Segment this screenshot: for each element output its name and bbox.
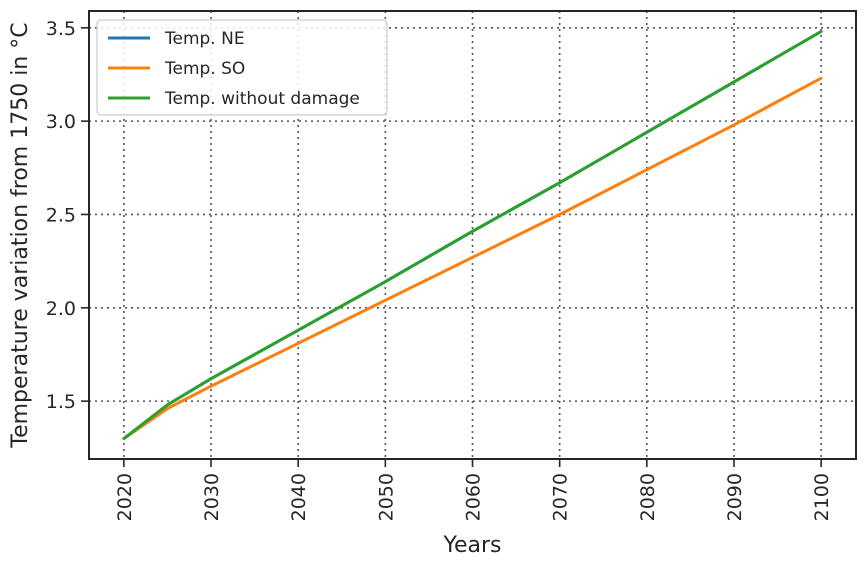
y-tick-label: 2.5 — [46, 204, 76, 226]
y-tick-label: 3.0 — [46, 111, 76, 133]
x-tick-label: 2040 — [288, 473, 310, 521]
y-tick-label: 3.5 — [46, 18, 76, 40]
legend-box — [96, 19, 388, 116]
x-tick-label: 2100 — [811, 473, 833, 521]
y-tick-label: 1.5 — [46, 391, 76, 413]
series-line-2 — [122, 76, 823, 440]
series-line-3 — [122, 30, 823, 440]
x-tick-label: 2090 — [724, 473, 746, 521]
legend: Temp. NE Temp. SO Temp. without damage — [96, 19, 388, 116]
grid-lines — [89, 11, 856, 459]
x-axis-label: Years — [442, 533, 501, 558]
x-tick-label: 2070 — [550, 473, 572, 521]
x-tick-label: 2060 — [463, 473, 485, 521]
y-axis-label: Temperature variation from 1750 in °C — [8, 22, 33, 448]
legend-label-1: Temp. NE — [164, 29, 245, 49]
y-tick-label: 2.0 — [46, 298, 76, 320]
x-tick-label: 2020 — [114, 473, 136, 521]
x-tick-label: 2030 — [201, 473, 223, 521]
x-tick-label: 2050 — [375, 473, 397, 521]
legend-label-3: Temp. without damage — [164, 89, 360, 109]
legend-label-2: Temp. SO — [164, 59, 245, 79]
x-tick-label: 2080 — [637, 473, 659, 521]
x-axis-ticks: 2020 2030 2040 2050 2060 2070 2080 2090 2100 — [114, 459, 833, 521]
y-axis-ticks: 1.5 2.0 2.5 3.0 3.5 — [46, 18, 89, 413]
series-lines — [122, 30, 823, 440]
